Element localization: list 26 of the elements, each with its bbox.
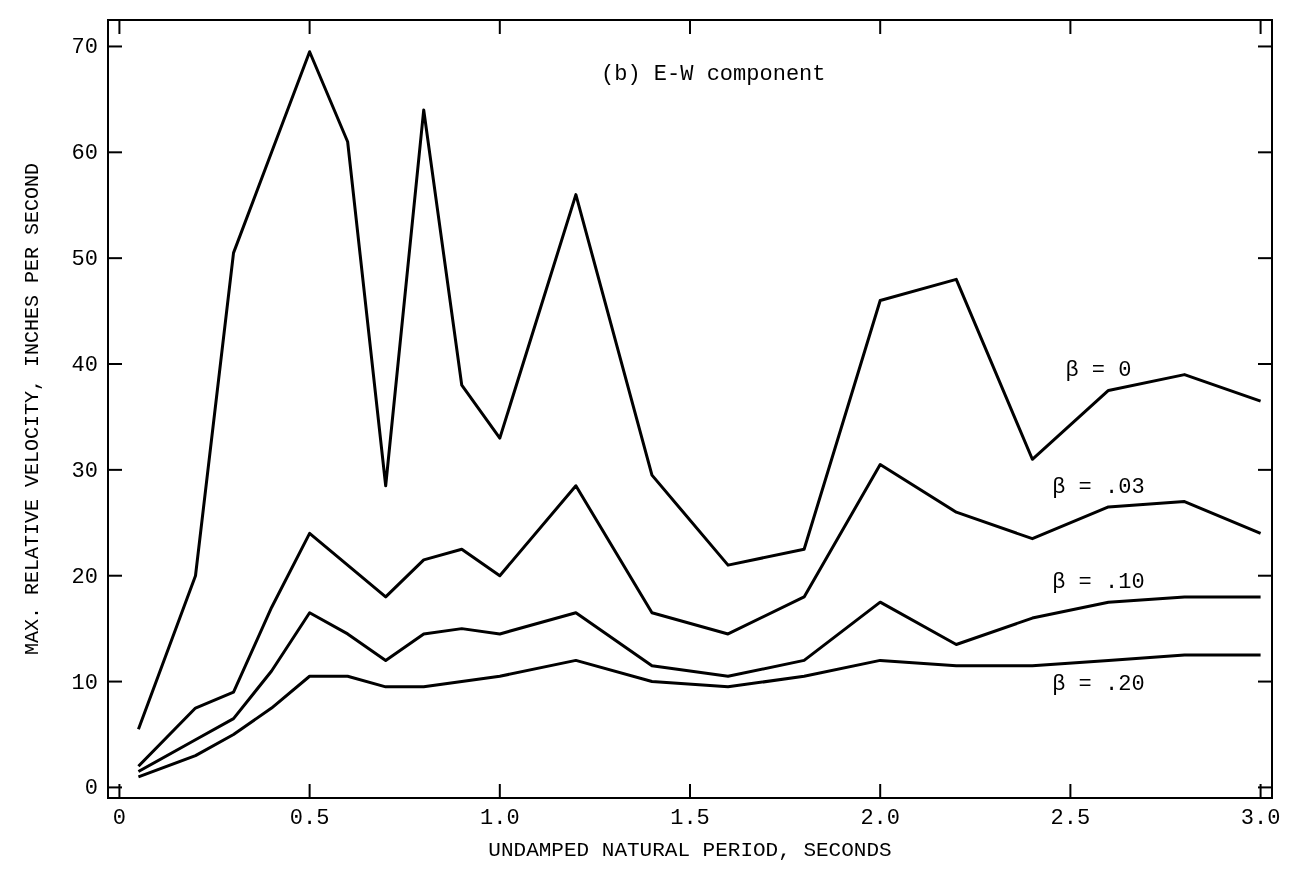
x-tick-label: 2.5 [1050,806,1091,831]
y-tick-label: 20 [71,564,98,590]
y-axis-title: MAX. RELATIVE VELOCITY, INCHES PER SECOND [21,162,44,656]
line-series [136,463,1263,768]
x-tick-label: 0 [112,806,127,831]
series-label: β = .03 [1052,474,1145,500]
line-series [136,50,1263,731]
y-tick-label: 70 [71,35,98,61]
y-tick-label: 50 [71,247,98,273]
x-tick-label: 2.0 [860,806,900,831]
y-tick-label: 0 [84,776,98,802]
series-label: β = 0 [1065,358,1132,384]
series-label: β = .20 [1052,672,1145,698]
x-tick-label: 1.0 [480,806,520,831]
line-series [136,595,1263,774]
y-tick-label: 40 [71,353,98,379]
y-tick-label: 30 [71,458,98,484]
x-tick-label: 0.5 [289,806,330,831]
x-tick-label: 3.0 [1240,806,1281,831]
series-label: β = .10 [1052,570,1145,596]
y-tick-label: 10 [71,670,98,696]
line-series [136,653,1263,779]
y-tick-label: 60 [71,141,98,167]
x-tick-label: 1.5 [670,806,710,831]
x-axis-title: UNDAMPED NATURAL PERIOD, SECONDS [488,839,892,862]
annotation: (b) E-W component [601,62,826,87]
